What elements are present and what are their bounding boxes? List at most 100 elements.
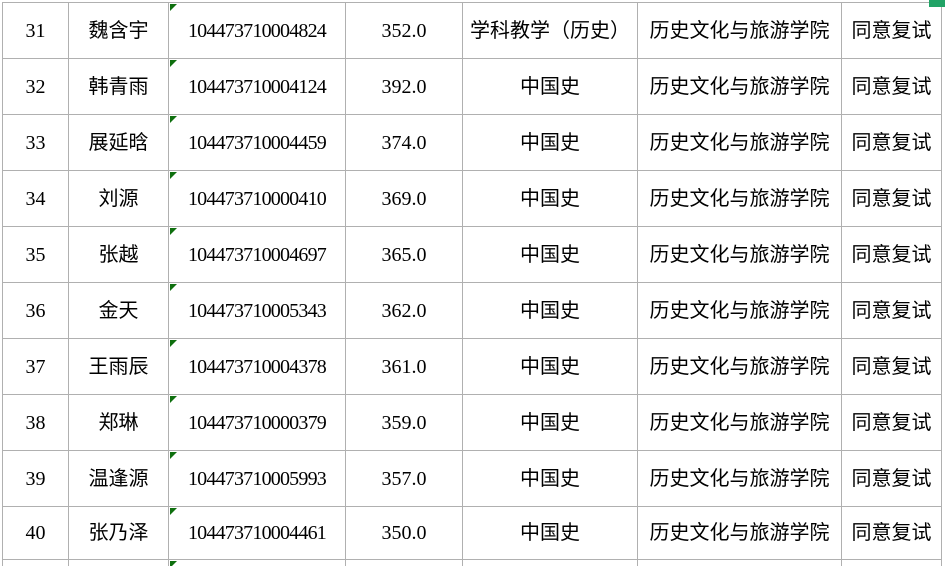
row-number-cell[interactable] [2,559,69,566]
score-cell[interactable]: 357.0 [345,450,463,507]
candidate-id-cell[interactable]: 104473710004378 [168,338,346,395]
row-number-text: 34 [25,187,46,210]
college-cell[interactable]: 历史文化与旅游学院 [637,114,842,171]
college-cell[interactable] [637,559,842,566]
status-text: 同意复试 [851,355,932,378]
score-cell[interactable]: 352.0 [345,2,463,59]
name-text: 展延晗 [88,131,149,154]
status-text: 同意复试 [851,19,932,42]
error-indicator-icon [170,396,177,403]
score-cell[interactable]: 362.0 [345,282,463,339]
score-cell[interactable]: 359.0 [345,394,463,451]
name-cell[interactable]: 金天 [68,282,169,339]
score-cell[interactable]: 350.0 [345,506,463,560]
table-row: 31 魏含宇 104473710004824 352.0 学科教学（历史） 历史… [2,2,942,59]
candidate-id-cell[interactable]: 104473710004697 [168,226,346,283]
status-cell[interactable]: 同意复试 [841,2,942,59]
name-cell[interactable]: 展延晗 [68,114,169,171]
candidate-id-cell[interactable]: 104473710004459 [168,114,346,171]
name-text: 温逢源 [88,467,149,490]
major-text: 中国史 [520,299,580,322]
major-cell[interactable] [462,559,638,566]
score-cell[interactable]: 374.0 [345,114,463,171]
major-cell[interactable]: 中国史 [462,506,638,560]
row-number-cell[interactable]: 36 [2,282,69,339]
row-number-cell[interactable]: 40 [2,506,69,560]
college-cell[interactable]: 历史文化与旅游学院 [637,506,842,560]
college-cell[interactable]: 历史文化与旅游学院 [637,58,842,115]
table-row: 35 张越 104473710004697 365.0 中国史 历史文化与旅游学… [2,226,942,283]
college-text: 历史文化与旅游学院 [649,19,830,42]
candidate-id-cell[interactable] [168,559,346,566]
major-cell[interactable]: 中国史 [462,282,638,339]
row-number-cell[interactable]: 31 [2,2,69,59]
status-cell[interactable]: 同意复试 [841,506,942,560]
selection-fill-handle[interactable] [929,0,945,7]
major-cell[interactable]: 学科教学（历史） [462,2,638,59]
major-cell[interactable]: 中国史 [462,394,638,451]
status-cell[interactable]: 同意复试 [841,114,942,171]
college-cell[interactable]: 历史文化与旅游学院 [637,394,842,451]
major-text: 中国史 [520,411,580,434]
error-indicator-icon [170,60,177,67]
name-cell[interactable]: 温逢源 [68,450,169,507]
row-number-cell[interactable]: 39 [2,450,69,507]
major-cell[interactable]: 中国史 [462,170,638,227]
candidate-id-cell[interactable]: 104473710005343 [168,282,346,339]
row-number-cell[interactable]: 34 [2,170,69,227]
candidate-id-cell[interactable]: 104473710004824 [168,2,346,59]
name-cell[interactable]: 刘源 [68,170,169,227]
name-cell[interactable]: 王雨辰 [68,338,169,395]
college-cell[interactable]: 历史文化与旅游学院 [637,450,842,507]
status-cell[interactable]: 同意复试 [841,338,942,395]
candidate-id-text: 104473710004461 [187,522,327,544]
status-cell[interactable]: 同意复试 [841,450,942,507]
college-cell[interactable]: 历史文化与旅游学院 [637,2,842,59]
major-cell[interactable]: 中国史 [462,226,638,283]
status-cell[interactable]: 同意复试 [841,226,942,283]
row-number-cell[interactable]: 35 [2,226,69,283]
status-cell[interactable]: 同意复试 [841,170,942,227]
score-text: 362.0 [381,299,427,322]
status-cell[interactable]: 同意复试 [841,58,942,115]
major-cell[interactable]: 中国史 [462,58,638,115]
score-text: 350.0 [381,522,427,544]
score-cell[interactable]: 361.0 [345,338,463,395]
candidate-id-cell[interactable]: 104473710000379 [168,394,346,451]
college-cell[interactable]: 历史文化与旅游学院 [637,226,842,283]
score-cell[interactable] [345,559,463,566]
major-text: 中国史 [520,187,580,210]
name-cell[interactable]: 张越 [68,226,169,283]
row-number-cell[interactable]: 38 [2,394,69,451]
major-cell[interactable]: 中国史 [462,450,638,507]
score-cell[interactable]: 365.0 [345,226,463,283]
major-cell[interactable]: 中国史 [462,338,638,395]
major-cell[interactable]: 中国史 [462,114,638,171]
candidate-id-cell[interactable]: 104473710005993 [168,450,346,507]
candidate-id-text: 104473710004697 [187,243,327,266]
name-text: 魏含宇 [88,19,149,42]
status-cell[interactable]: 同意复试 [841,394,942,451]
status-cell[interactable] [841,559,942,566]
status-cell[interactable]: 同意复试 [841,282,942,339]
score-cell[interactable]: 369.0 [345,170,463,227]
name-cell[interactable]: 郑琳 [68,394,169,451]
candidate-id-cell[interactable]: 104473710004461 [168,506,346,560]
major-text: 中国史 [520,522,580,544]
college-cell[interactable]: 历史文化与旅游学院 [637,338,842,395]
name-cell[interactable] [68,559,169,566]
name-cell[interactable]: 韩青雨 [68,58,169,115]
college-cell[interactable]: 历史文化与旅游学院 [637,170,842,227]
college-cell[interactable]: 历史文化与旅游学院 [637,282,842,339]
row-number-cell[interactable]: 32 [2,58,69,115]
name-cell[interactable]: 张乃泽 [68,506,169,560]
candidate-id-cell[interactable]: 104473710004124 [168,58,346,115]
college-text: 历史文化与旅游学院 [649,299,830,322]
row-number-cell[interactable]: 37 [2,338,69,395]
row-number-text: 36 [25,299,46,322]
score-cell[interactable]: 392.0 [345,58,463,115]
candidate-id-cell[interactable]: 104473710000410 [168,170,346,227]
name-cell[interactable]: 魏含宇 [68,2,169,59]
row-number-cell[interactable]: 33 [2,114,69,171]
